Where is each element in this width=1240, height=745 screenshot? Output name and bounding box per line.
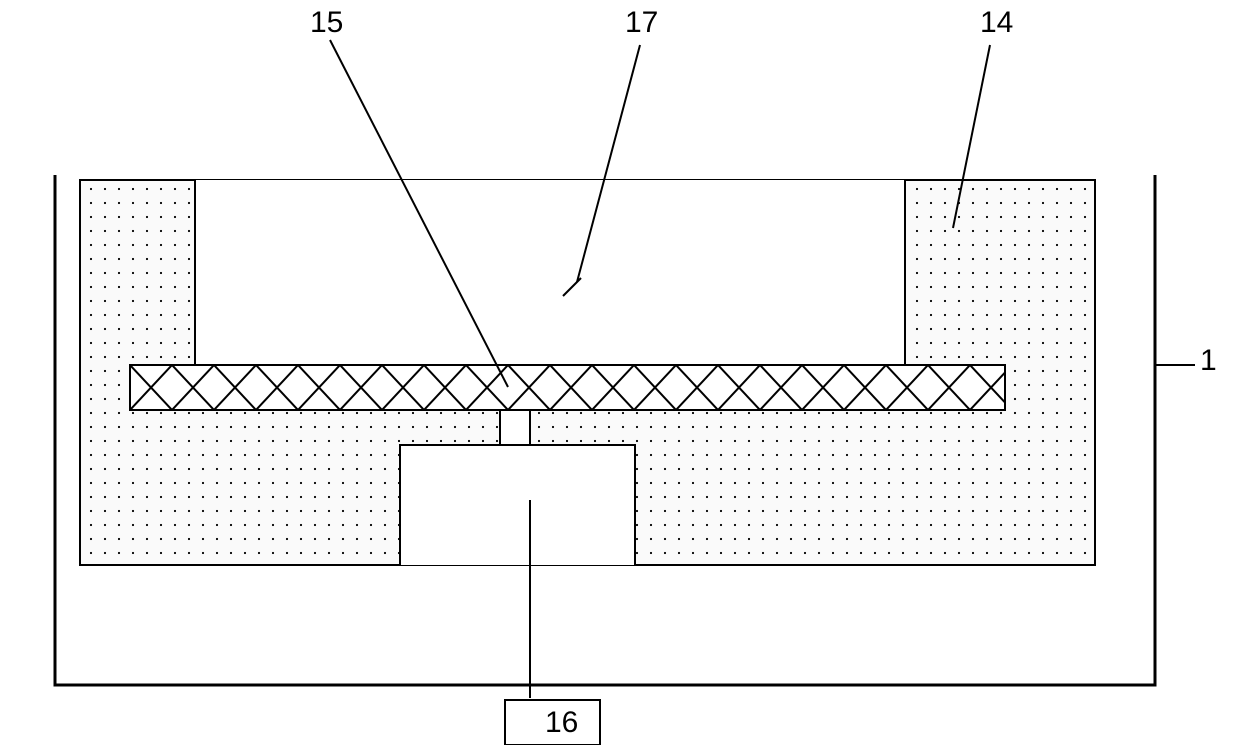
- crosshatch-bar: [130, 365, 1005, 410]
- shaft: [500, 410, 530, 445]
- label-15: 15: [310, 6, 343, 39]
- label-1: 1: [1200, 344, 1217, 377]
- label-16: 16: [545, 706, 578, 739]
- label-17: 17: [625, 6, 658, 39]
- label-14: 14: [980, 6, 1013, 39]
